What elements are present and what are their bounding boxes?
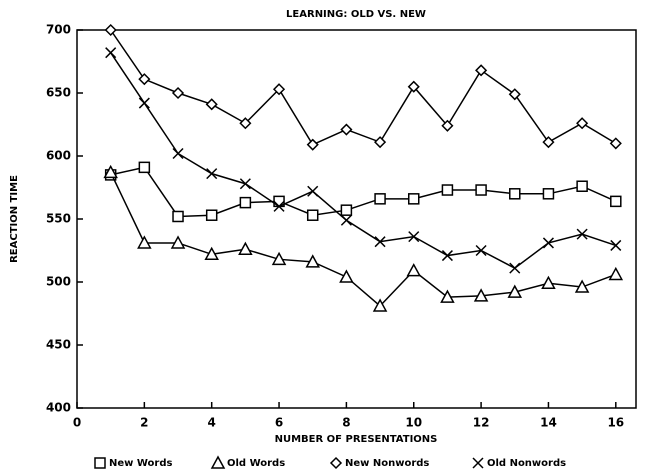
marker <box>441 250 453 262</box>
marker <box>138 73 151 86</box>
marker <box>408 231 420 243</box>
marker <box>508 88 521 101</box>
marker <box>407 80 420 93</box>
marker <box>239 178 251 190</box>
marker <box>340 204 353 216</box>
marker <box>339 269 354 283</box>
marker <box>541 275 556 290</box>
marker <box>206 168 218 180</box>
series-line <box>110 29 617 146</box>
marker <box>305 254 320 268</box>
legend-marker <box>472 457 484 469</box>
marker <box>610 239 622 251</box>
series-line <box>109 172 617 307</box>
y-tick-label: 550 <box>46 212 71 226</box>
marker <box>306 138 319 151</box>
x-tick-label: 2 <box>140 416 148 430</box>
marker <box>372 298 388 312</box>
marker <box>171 86 185 100</box>
y-tick-label: 400 <box>46 401 71 415</box>
y-tick-label: 650 <box>46 86 71 100</box>
marker <box>172 210 184 223</box>
y-tick-label: 700 <box>46 23 71 37</box>
legend-marker <box>210 455 226 469</box>
marker <box>475 184 487 196</box>
y-axis-label: REACTION TIME <box>9 175 20 263</box>
x-tick-label: 0 <box>73 416 81 430</box>
legend-marker <box>94 457 106 469</box>
marker <box>239 117 252 130</box>
chart-title: LEARNING: OLD VS. NEW <box>286 9 426 20</box>
marker <box>576 117 589 130</box>
marker <box>407 193 420 205</box>
x-tick-label: 12 <box>473 416 490 430</box>
marker <box>507 284 523 298</box>
marker <box>374 193 386 205</box>
x-tick-label: 14 <box>540 416 557 430</box>
marker <box>340 214 352 226</box>
marker <box>406 263 422 277</box>
marker <box>542 237 554 249</box>
x-tick-label: 16 <box>607 416 624 430</box>
marker <box>307 185 319 197</box>
marker <box>574 279 590 293</box>
x-tick-label: 6 <box>275 416 283 430</box>
marker <box>104 23 117 37</box>
marker <box>509 262 521 274</box>
marker <box>271 251 287 266</box>
marker <box>473 288 489 302</box>
marker <box>239 196 252 209</box>
marker <box>608 266 624 281</box>
marker <box>204 246 219 261</box>
marker <box>137 235 152 249</box>
marker <box>441 184 454 196</box>
series-line <box>110 52 617 270</box>
marker <box>609 137 622 150</box>
x-tick-label: 4 <box>208 416 216 430</box>
marker <box>170 235 186 249</box>
series-line <box>110 166 617 218</box>
legend-label: Old Nonwords <box>487 458 566 469</box>
marker <box>374 236 386 248</box>
marker <box>509 188 521 200</box>
legend-marker <box>329 456 343 470</box>
y-tick-label: 600 <box>46 149 71 163</box>
x-tick-label: 10 <box>405 416 422 430</box>
marker <box>475 244 487 257</box>
legend-label: New Words <box>109 458 173 469</box>
marker <box>374 136 387 149</box>
marker <box>610 195 622 208</box>
marker <box>542 136 555 149</box>
marker <box>542 188 555 200</box>
legend-label: Old Words <box>227 458 285 469</box>
legend-label: New Nonwords <box>345 458 429 469</box>
y-tick-label: 450 <box>46 338 71 352</box>
marker <box>306 209 319 221</box>
x-tick-label: 8 <box>342 416 350 430</box>
marker <box>205 98 218 111</box>
marker <box>576 228 588 240</box>
marker <box>475 64 488 77</box>
marker <box>238 241 253 255</box>
y-tick-label: 500 <box>46 275 71 289</box>
marker <box>172 147 184 160</box>
marker <box>105 47 117 59</box>
marker <box>340 123 353 136</box>
marker <box>273 200 285 212</box>
marker <box>272 83 286 96</box>
marker <box>103 164 118 179</box>
marker <box>138 161 151 174</box>
marker <box>576 180 588 192</box>
marker <box>440 289 455 303</box>
x-axis-label: NUMBER OF PRESENTATIONS <box>275 434 438 445</box>
marker <box>138 97 150 109</box>
marker <box>441 119 454 132</box>
marker <box>205 209 218 221</box>
